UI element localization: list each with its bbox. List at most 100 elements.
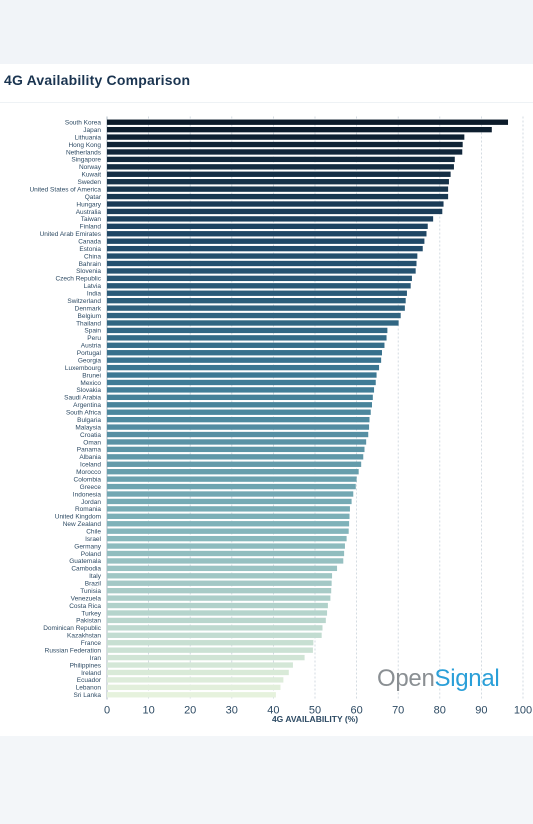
bar-finland bbox=[107, 223, 428, 229]
category-label: Slovenia bbox=[76, 268, 101, 275]
bar-kazakhstan bbox=[107, 632, 322, 638]
top-band bbox=[0, 0, 533, 64]
category-label: Canada bbox=[78, 238, 101, 245]
bar-new-zealand bbox=[107, 521, 350, 527]
bar-malaysia bbox=[107, 424, 370, 430]
category-label: Belgium bbox=[78, 313, 101, 320]
category-label: Morocco bbox=[76, 469, 101, 476]
bar-spain bbox=[107, 327, 388, 334]
title-divider bbox=[0, 102, 533, 103]
bar-guatemala bbox=[107, 558, 344, 564]
bar-mexico bbox=[107, 379, 376, 386]
category-label: Peru bbox=[87, 335, 101, 342]
bar-russian-federation bbox=[107, 647, 313, 653]
category-label: Saudi Arabia bbox=[64, 395, 101, 402]
logo-signal: Signal bbox=[434, 665, 500, 692]
bar-india bbox=[107, 290, 407, 296]
bar-united-arab-emirates bbox=[107, 231, 427, 237]
category-label: Albania bbox=[79, 454, 101, 461]
category-label: Panama bbox=[77, 447, 102, 454]
bar-luxembourg bbox=[107, 364, 380, 371]
category-label: Sri Lanka bbox=[74, 692, 102, 699]
category-label: Argentina bbox=[73, 402, 101, 409]
category-label: Dominican Republic bbox=[43, 625, 102, 632]
x-tick-labels: 0 10 20 30 40 50 60 70 80 90 100 bbox=[104, 705, 532, 717]
bar-canada bbox=[107, 238, 425, 244]
bar-sri-lanka bbox=[107, 692, 276, 698]
category-label: Latvia bbox=[84, 283, 102, 290]
bar-lebanon bbox=[107, 684, 281, 691]
category-label: Tunisia bbox=[80, 588, 101, 595]
category-label: Ecuador bbox=[77, 677, 102, 684]
category-label: Malaysia bbox=[75, 424, 101, 431]
bar-bulgaria bbox=[107, 416, 370, 423]
category-label: United States of America bbox=[29, 186, 101, 193]
bar-brunei bbox=[107, 372, 377, 378]
category-label: Brunei bbox=[82, 372, 101, 379]
bar-norway bbox=[107, 164, 454, 170]
category-label: Qatar bbox=[85, 194, 102, 201]
category-label: Spain bbox=[84, 328, 101, 335]
bar-ireland bbox=[107, 669, 289, 676]
category-label: Brazil bbox=[85, 581, 102, 588]
category-label: Turkey bbox=[81, 610, 101, 617]
bar-iceland bbox=[107, 461, 362, 467]
category-label: Kazakhstan bbox=[67, 633, 101, 640]
category-label: India bbox=[87, 291, 101, 298]
bar-united-states-of-america bbox=[107, 186, 449, 192]
category-label: Bahrain bbox=[79, 261, 102, 268]
category-label: Ireland bbox=[81, 670, 101, 677]
x-tick-label: 20 bbox=[184, 705, 196, 717]
category-label: Poland bbox=[81, 551, 102, 558]
x-tick-label: 90 bbox=[475, 705, 487, 717]
bar-china bbox=[107, 253, 418, 259]
bar-greece bbox=[107, 483, 356, 490]
category-label: Jordan bbox=[81, 499, 101, 506]
bar-austria bbox=[107, 342, 385, 348]
category-label: Italy bbox=[89, 573, 102, 580]
category-label: Lithuania bbox=[75, 134, 102, 141]
chart-card: 4G Availability Comparison South Korea Ja… bbox=[0, 64, 533, 736]
bar-chile bbox=[107, 528, 349, 534]
category-label: France bbox=[81, 640, 102, 647]
category-label: Cambodia bbox=[71, 566, 101, 573]
bar-ecuador bbox=[107, 677, 284, 683]
bar-georgia bbox=[107, 357, 382, 363]
x-tick-label: 30 bbox=[226, 705, 238, 717]
bottom-band bbox=[0, 736, 533, 824]
x-tick-label: 70 bbox=[392, 705, 404, 717]
category-label: South Africa bbox=[66, 410, 101, 417]
logo-open: Open bbox=[377, 665, 435, 692]
bar-denmark bbox=[107, 305, 405, 311]
bar-peru bbox=[107, 335, 387, 341]
bar-south-korea bbox=[107, 119, 509, 125]
bar-thailand bbox=[107, 320, 399, 326]
bar-sweden bbox=[107, 179, 449, 185]
category-label: Russian Federation bbox=[45, 647, 102, 654]
bar-israel bbox=[107, 535, 347, 542]
bar-taiwan bbox=[107, 216, 434, 222]
category-label: Kuwait bbox=[81, 172, 101, 179]
category-label: Indonesia bbox=[73, 491, 102, 498]
x-tick-label: 60 bbox=[350, 705, 362, 717]
category-label: Philippines bbox=[70, 662, 102, 669]
category-label: Greece bbox=[80, 484, 102, 491]
bar-cambodia bbox=[107, 565, 338, 572]
category-label: Colombia bbox=[74, 476, 102, 483]
category-label: United Arab Emirates bbox=[40, 231, 102, 238]
bar-switzerland bbox=[107, 298, 406, 304]
category-label: Thailand bbox=[76, 320, 101, 327]
category-label: Norway bbox=[79, 164, 102, 171]
category-label: Lebanon bbox=[76, 685, 102, 692]
category-label: Sweden bbox=[78, 179, 102, 186]
category-label: Australia bbox=[76, 209, 102, 216]
bar-italy bbox=[107, 573, 333, 579]
category-label: Croatia bbox=[80, 432, 101, 439]
bar-japan bbox=[107, 126, 492, 133]
bar-dominican-republic bbox=[107, 625, 323, 631]
bar-morocco bbox=[107, 469, 359, 475]
bars bbox=[107, 119, 509, 698]
category-label: Taiwan bbox=[81, 216, 102, 223]
bar-germany bbox=[107, 543, 345, 549]
bar-argentina bbox=[107, 402, 372, 408]
